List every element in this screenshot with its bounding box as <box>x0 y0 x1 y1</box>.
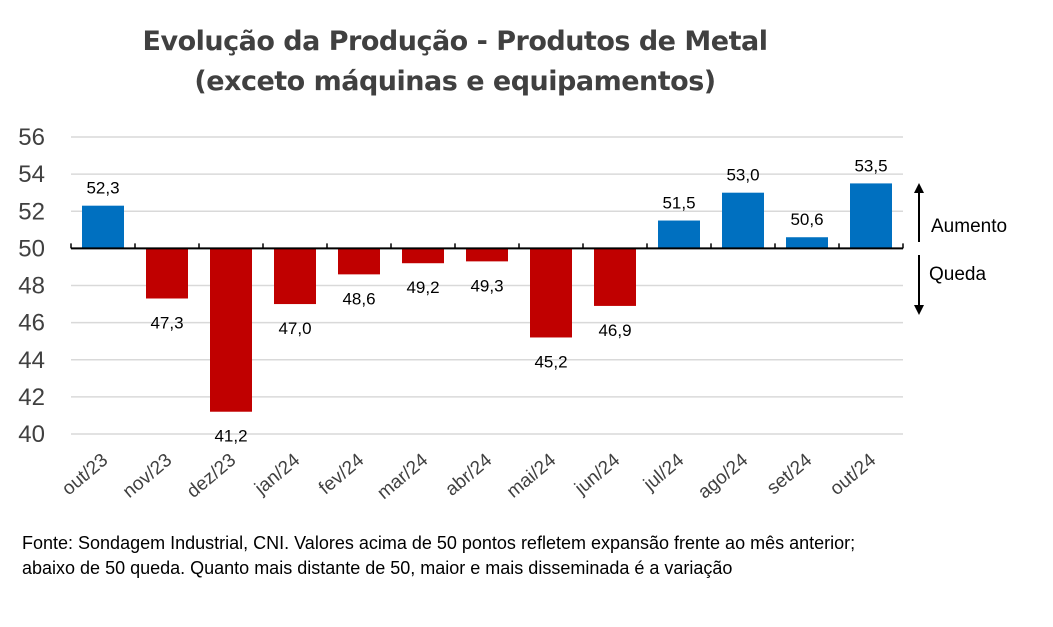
y-tick-label: 50 <box>18 235 45 262</box>
data-labels: 52,3 47,3 41,2 47,0 48,6 49,2 49,3 45,2 46,9 51,5… <box>86 156 887 445</box>
bar-dez-23 <box>210 248 252 412</box>
x-tick-label: out/24 <box>826 449 880 499</box>
y-tick-label: 56 <box>18 124 45 151</box>
direction-annotation: Aumento Queda <box>914 183 1007 315</box>
queda-label: Queda <box>929 264 986 285</box>
x-tick-label: fev/24 <box>315 449 368 499</box>
y-tick-label: 40 <box>18 421 45 448</box>
footnote: Fonte: Sondagem Industrial, CNI. Valores… <box>22 533 856 578</box>
bar-jan-24 <box>274 248 316 305</box>
bar-fev-24 <box>338 248 380 275</box>
x-tick-label: out/23 <box>58 450 112 500</box>
x-tick-label: set/24 <box>763 449 816 499</box>
bar-ago-24 <box>722 192 764 249</box>
x-axis-ticks: out/23 nov/23 dez/23 jan/24 fev/24 mar/24 abr/… <box>58 449 880 503</box>
x-tick-label: ago/24 <box>694 449 752 503</box>
bar-nov-23 <box>146 248 188 299</box>
bar-set-24 <box>786 237 828 249</box>
data-label: 49,2 <box>406 278 439 297</box>
x-tick-label: abr/24 <box>441 449 496 500</box>
data-label: 50,6 <box>790 210 823 229</box>
data-label: 51,5 <box>662 194 695 213</box>
chart-title-line-2: (exceto máquinas e equipamentos) <box>194 66 716 97</box>
x-tick-label: mai/24 <box>503 449 561 502</box>
data-label: 49,3 <box>470 276 503 295</box>
x-tick-label: jun/24 <box>570 449 624 499</box>
data-label: 45,2 <box>534 352 567 371</box>
bar-out-23 <box>82 205 124 249</box>
bar-out-24 <box>850 183 892 249</box>
data-label: 52,3 <box>86 179 119 198</box>
y-tick-label: 48 <box>18 273 45 300</box>
data-label: 53,5 <box>854 156 887 175</box>
arrow-up-head <box>914 183 924 193</box>
data-label: 46,9 <box>598 321 631 340</box>
bar-mai-24 <box>530 248 572 338</box>
y-tick-label: 44 <box>18 347 45 374</box>
bar-jun-24 <box>594 248 636 306</box>
y-tick-label: 52 <box>18 198 45 225</box>
x-tick-label: jan/24 <box>250 449 304 499</box>
x-tick-label: nov/23 <box>119 450 176 503</box>
bar-jul-24 <box>658 220 700 249</box>
data-label: 47,3 <box>150 313 183 332</box>
aumento-label: Aumento <box>931 216 1007 237</box>
y-tick-label: 42 <box>18 384 45 411</box>
arrow-down-head <box>914 305 924 315</box>
data-label: 48,6 <box>342 289 375 308</box>
x-tick-label: mar/24 <box>373 449 432 503</box>
bar-abr-24 <box>466 248 508 262</box>
y-tick-label: 46 <box>18 310 45 337</box>
data-label: 47,0 <box>278 319 311 338</box>
y-tick-label: 54 <box>18 161 45 188</box>
data-label: 53,0 <box>726 166 759 185</box>
baseline-axis <box>70 243 904 250</box>
bars <box>82 183 892 412</box>
x-tick-label: dez/23 <box>183 450 240 503</box>
data-label: 41,2 <box>214 427 247 446</box>
chart-title-line-1: Evolução da Produção - Produtos de Metal <box>142 26 768 57</box>
bar-mar-24 <box>402 248 444 264</box>
y-axis-ticks: 40 42 44 46 48 50 52 54 56 <box>18 124 45 448</box>
chart-title: Evolução da Produção - Produtos de Metal… <box>0 22 910 102</box>
x-tick-label: jul/24 <box>639 449 688 495</box>
